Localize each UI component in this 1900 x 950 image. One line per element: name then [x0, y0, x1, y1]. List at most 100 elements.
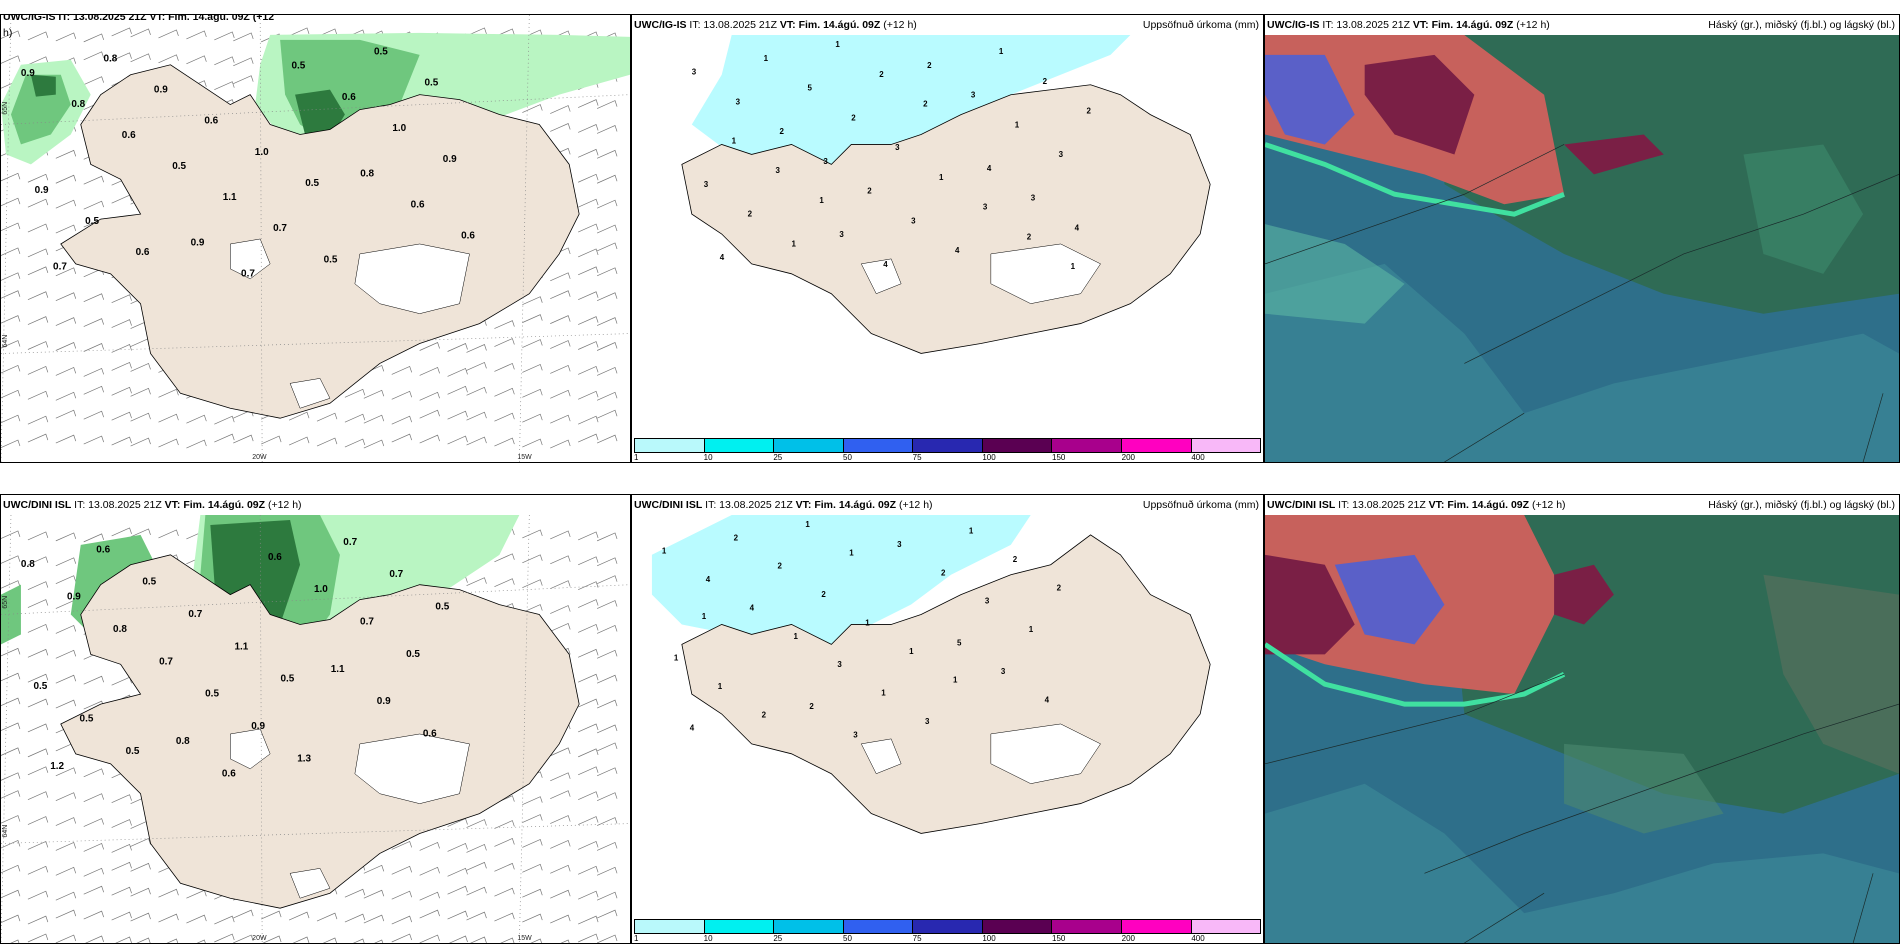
wind-barb: [111, 344, 132, 353]
wind-barb: [214, 81, 235, 90]
colorbar-label: 10: [703, 453, 713, 462]
wind-barb: [596, 742, 618, 752]
wind-barb: [1, 747, 21, 756]
wind-barb: [55, 649, 77, 659]
wind-barb: [550, 914, 571, 924]
map-value-label: 1: [1071, 262, 1076, 271]
map-value-label: 1.1: [331, 664, 345, 675]
map-value-label: 0.9: [251, 721, 265, 732]
map-value-label: 2: [762, 711, 767, 720]
init-time: IT: 13.08.2025 21Z: [1322, 19, 1410, 31]
wind-barb: [316, 912, 338, 922]
wind-barb: [1, 30, 21, 39]
map-value-label: 5: [957, 638, 962, 647]
wind-barb: [550, 623, 571, 632]
wind-barb: [1, 815, 21, 824]
lat-65n-label: 65N: [2, 596, 9, 609]
wind-barb: [316, 412, 338, 422]
wind-barb: [27, 915, 49, 925]
map-value-label: 0.7: [241, 269, 255, 280]
wind-barb: [262, 935, 282, 943]
wind-barb: [1, 889, 21, 899]
wind-barb: [111, 819, 132, 828]
wind-barb: [578, 341, 599, 350]
wind-barb: [363, 414, 385, 424]
wind-barb: [466, 577, 487, 586]
wind-barb: [83, 200, 105, 210]
wind-barb: [214, 915, 235, 925]
wind-barb: [344, 913, 366, 923]
wind-barb: [55, 841, 77, 851]
wind-barb: [1, 864, 21, 874]
map-value-label: 0.6: [96, 544, 110, 555]
map-value-label: 4: [955, 246, 960, 255]
map-value-label: 4: [1045, 695, 1050, 704]
wind-barb: [288, 411, 310, 421]
colorbar-label: 150: [1052, 934, 1066, 943]
colorbar-swatch: [1052, 439, 1122, 452]
map-value-label: 1: [662, 546, 667, 555]
wind-barb: [27, 648, 49, 658]
wind-barb: [27, 433, 49, 443]
map-value-label: 1.2: [50, 761, 64, 772]
colorbar-label: 10: [703, 934, 713, 943]
colorbar-label: 200: [1121, 453, 1136, 462]
wind-barb: [466, 361, 487, 371]
map-value-label: 0.9: [67, 592, 81, 603]
wind-barb: [578, 933, 599, 943]
lon-15w-label: 15W: [517, 935, 532, 942]
wind-barb: [596, 792, 618, 801]
map-value-label: 3: [1059, 150, 1064, 159]
wind-barb: [27, 223, 49, 233]
wind-barb: [130, 528, 151, 538]
wind-barb: [560, 939, 570, 943]
wind-barb: [494, 912, 515, 922]
wind-barb: [363, 389, 385, 399]
wind-barb: [353, 938, 365, 943]
wind-barb: [419, 909, 440, 919]
model-name: UWC/IG-IS IT: 13.08.2025 21Z VT: Fim. 14…: [3, 14, 275, 23]
wind-barb: [578, 698, 599, 708]
map-value-label: 2: [1013, 555, 1018, 564]
wind-barb: [522, 839, 543, 848]
map-value-label: 0.9: [377, 696, 391, 707]
wind-barb: [1, 555, 21, 564]
init-time: IT: 13.08.2025 21Z: [689, 19, 777, 31]
wind-barb: [214, 433, 235, 443]
wind-barb: [83, 318, 105, 327]
map-value-label: 1.0: [314, 584, 328, 595]
wind-barb: [55, 366, 77, 376]
wind-barb: [111, 527, 132, 537]
wind-barb: [111, 794, 132, 803]
model-name: UWC/IG-IS: [1267, 19, 1320, 31]
wind-barb: [578, 531, 599, 541]
map-value-label: 2: [879, 70, 884, 79]
wind-barb: [550, 605, 571, 614]
precip-panel-top-title: UWC/IG-IS IT: 13.08.2025 21Z VT: Fim. 14…: [634, 17, 1259, 33]
colorbar-swatch: [1052, 920, 1122, 933]
wind-barb: [550, 772, 571, 782]
colorbar-label: 50: [843, 453, 852, 462]
wind-barb: [55, 342, 77, 351]
init-time: IT: 13.08.2025 21Z: [705, 499, 793, 511]
colorbar-label: 1: [634, 453, 639, 462]
wind-barb: [391, 890, 413, 900]
wind-barb: [550, 815, 571, 824]
wind-barb: [158, 438, 179, 448]
wind-barb: [596, 600, 618, 609]
precip-colorbar-bottom: 1 10 25 50 75 100 150 200 400: [634, 919, 1261, 943]
wind-barb: [316, 437, 338, 447]
colorbar-label: 400: [1191, 453, 1205, 462]
wind-barb: [522, 104, 543, 113]
colorbar-label: 100: [982, 934, 996, 943]
map-value-label: 0.5: [424, 77, 438, 88]
wind-barb: [522, 579, 543, 588]
wind-barb: [550, 340, 571, 349]
map-value-label: 0.5: [142, 577, 156, 588]
wind-barb: [447, 385, 468, 395]
wind-barb: [55, 174, 77, 184]
wind-barb: [550, 315, 571, 324]
wind-barb: [494, 338, 515, 347]
wind-barb: [596, 817, 618, 826]
wind-barb: [578, 791, 599, 800]
